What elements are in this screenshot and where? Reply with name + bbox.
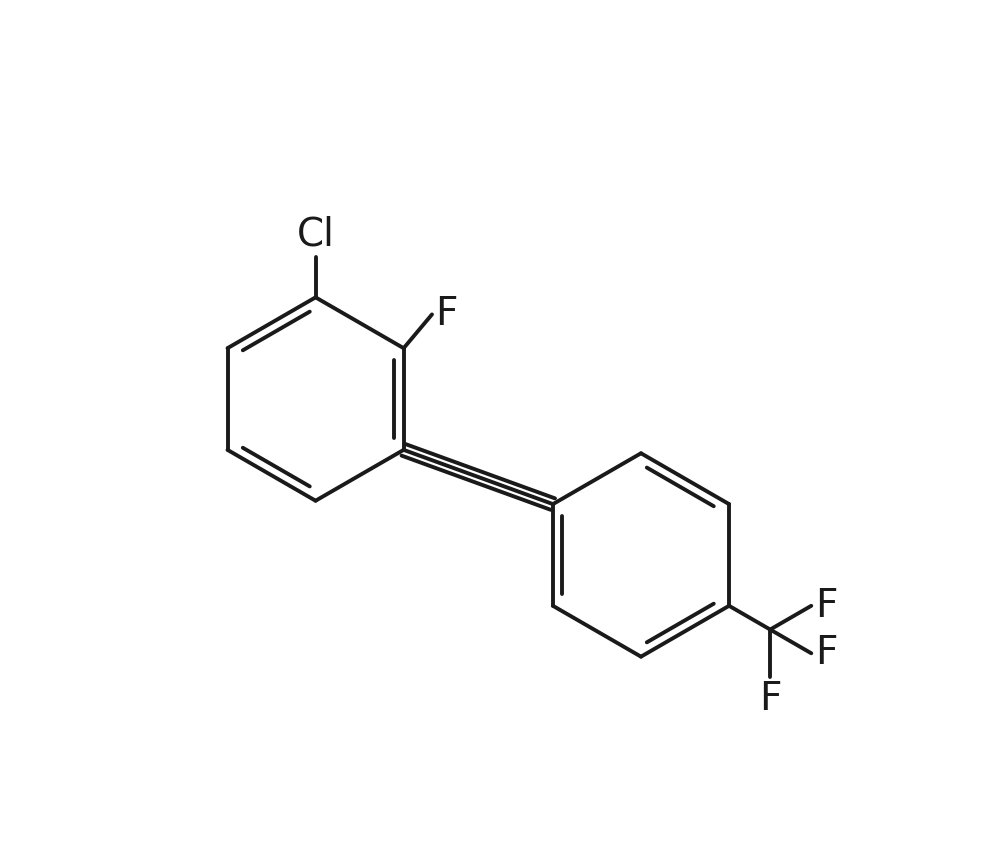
Text: Cl: Cl: [297, 215, 335, 253]
Text: F: F: [815, 587, 837, 625]
Text: F: F: [815, 634, 837, 672]
Text: F: F: [759, 680, 782, 718]
Text: F: F: [436, 295, 458, 334]
